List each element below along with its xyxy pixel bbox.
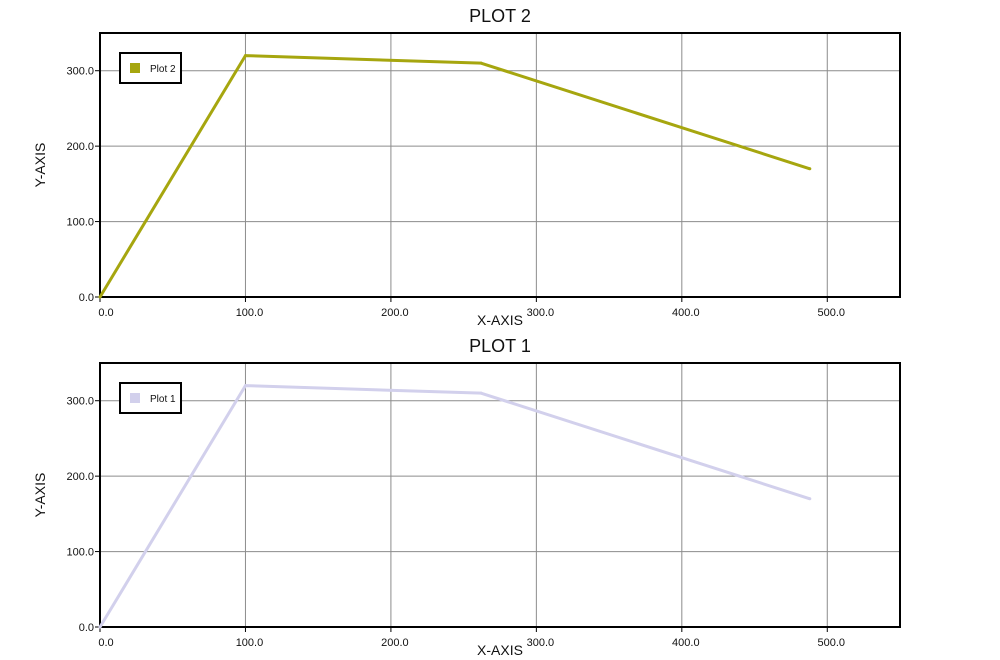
legend-label: Plot 1 [150, 394, 176, 405]
data-point [243, 54, 247, 58]
x-tick-label: 400.0 [672, 307, 700, 319]
y-tick-label: 200.0 [66, 141, 94, 153]
y-tick-label: 100.0 [66, 547, 94, 559]
x-tick-label: 100.0 [236, 637, 264, 649]
data-point [479, 61, 483, 65]
x-tick-label: 0.0 [98, 637, 113, 649]
legend-swatch [130, 393, 140, 403]
x-tick-label: 300.0 [527, 307, 555, 319]
x-tick-label: 500.0 [818, 307, 846, 319]
legend-label: Plot 2 [150, 64, 176, 75]
x-tick-label: 400.0 [672, 637, 700, 649]
legend-swatch [130, 63, 140, 73]
y-axis-label: Y-AXIS [32, 143, 48, 188]
y-tick-label: 200.0 [66, 471, 94, 483]
chart-title: PLOT 1 [469, 336, 531, 356]
y-tick-label: 300.0 [66, 66, 94, 78]
series-line-plot-2 [98, 54, 811, 298]
y-axis-label: Y-AXIS [32, 473, 48, 518]
chart-title: PLOT 2 [469, 6, 531, 26]
data-point [808, 497, 812, 501]
x-tick-label: 200.0 [381, 637, 409, 649]
data-point [98, 625, 102, 629]
data-point [808, 167, 812, 171]
series-line-plot-1 [98, 384, 811, 628]
chart-panel-2: PLOT 1 0.0 100.0 200.0 300.0 400.0 500.0 0.0 100… [32, 336, 901, 658]
x-tick-label: 0.0 [98, 307, 113, 319]
data-point [479, 391, 483, 395]
data-point [243, 384, 247, 388]
data-point [98, 295, 102, 299]
x-axis-label: X-AXIS [477, 312, 523, 328]
plot-frame [99, 362, 901, 628]
y-tick-label: 100.0 [66, 217, 94, 229]
x-axis-label: X-AXIS [477, 642, 523, 658]
chart-panel-1: PLOT 2 0.0 100.0 200.0 300.0 400.0 500.0 0.0 100… [32, 6, 901, 328]
y-tick-label: 0.0 [79, 622, 94, 634]
y-tick-label: 300.0 [66, 396, 94, 408]
legend: Plot 2 [119, 52, 182, 84]
legend: Plot 1 [119, 382, 182, 414]
x-tick-label: 100.0 [236, 307, 264, 319]
y-tick-label: 0.0 [79, 292, 94, 304]
x-tick-label: 200.0 [381, 307, 409, 319]
plot-frame [99, 32, 901, 298]
legend-box [119, 52, 182, 84]
x-tick-label: 500.0 [818, 637, 846, 649]
x-tick-label: 300.0 [527, 637, 555, 649]
